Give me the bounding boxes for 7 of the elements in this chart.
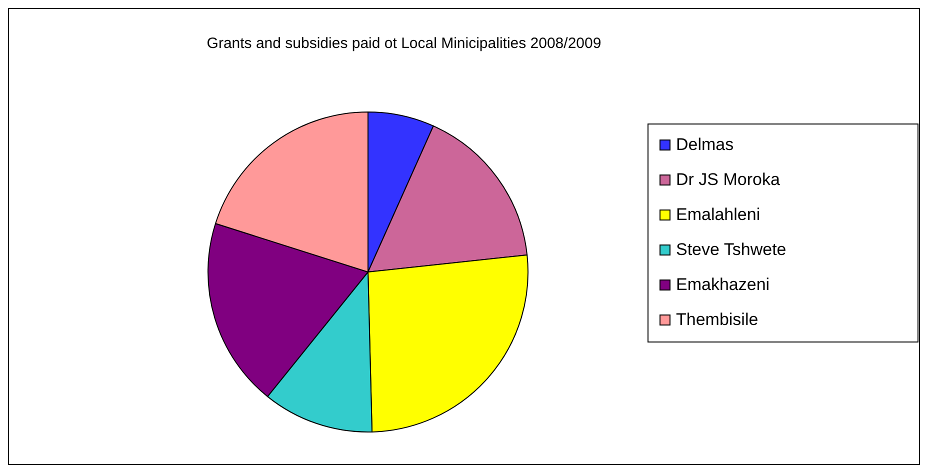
legend-label: Emakhazeni (676, 275, 770, 294)
chart-title: Grants and subsidies paid ot Local Minicipalities 2008/2009 (206, 35, 602, 52)
legend-label: Delmas (676, 135, 734, 154)
legend-label: Steve Tshwete (676, 240, 786, 259)
legend-label: Emalahleni (676, 205, 760, 224)
legend-label: Thembisile (676, 310, 758, 329)
legend-label: Dr JS Moroka (676, 170, 780, 189)
